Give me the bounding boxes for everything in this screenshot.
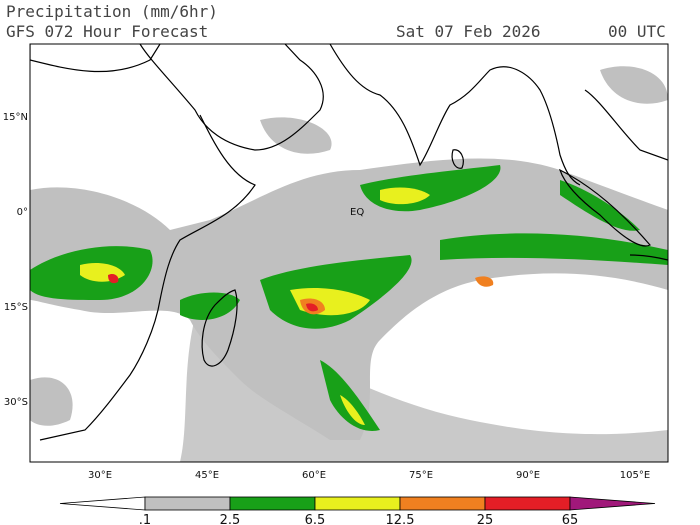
lat-label: 30°S	[4, 397, 28, 408]
colorbar-label: 2.5	[220, 513, 241, 525]
lon-label: 90°E	[516, 470, 540, 481]
colorbar-label: 12.5	[386, 513, 415, 525]
lon-label: 75°E	[409, 470, 433, 481]
colorbar-label: 6.5	[305, 513, 326, 525]
lon-label: 60°E	[302, 470, 326, 481]
lat-label: 15°S	[4, 302, 28, 313]
lon-label: 45°E	[195, 470, 219, 481]
lat-label: 0°	[17, 207, 28, 218]
title: Precipitation (mm/6hr)	[6, 2, 218, 21]
subtitle: GFS 072 Hour Forecast	[6, 22, 208, 41]
map-frame	[29, 43, 669, 463]
colorbar-label: .1	[139, 513, 151, 525]
colorbar-segment	[484, 496, 571, 511]
precip	[30, 66, 668, 462]
colorbar-label: 65	[562, 513, 579, 525]
lat-label: 15°N	[3, 112, 28, 123]
date: Sat 07 Feb 2026	[396, 22, 541, 41]
lon-label: 105°E	[620, 470, 650, 481]
colorbar-segment	[229, 496, 316, 511]
lon-label: 30°E	[88, 470, 112, 481]
equator-label: EQ	[350, 207, 364, 218]
coastlines	[30, 44, 668, 441]
map: 15°N 0° 15°S 30°S 30°E 45°E 60°E 75°E 90…	[3, 43, 669, 481]
colorbar-segment	[569, 496, 656, 511]
colorbar: .1 2.5 6.5 12.5 25 65	[59, 496, 656, 525]
colorbar-segment	[59, 496, 146, 511]
colorbar-label: 25	[477, 513, 494, 525]
colorbar-segment	[144, 496, 231, 511]
time: 00 UTC	[608, 22, 666, 41]
colorbar-segment	[399, 496, 486, 511]
colorbar-segment	[314, 496, 401, 511]
